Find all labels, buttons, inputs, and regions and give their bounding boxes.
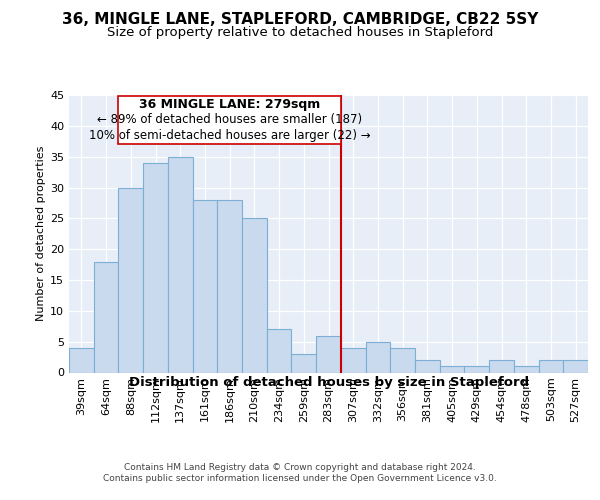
Bar — [440, 366, 464, 372]
Bar — [539, 360, 563, 372]
Text: Size of property relative to detached houses in Stapleford: Size of property relative to detached ho… — [107, 26, 493, 39]
Bar — [489, 360, 514, 372]
Bar — [193, 200, 217, 372]
Bar — [365, 342, 390, 372]
Bar — [415, 360, 440, 372]
Bar — [168, 156, 193, 372]
Bar — [563, 360, 588, 372]
Bar — [267, 330, 292, 372]
Bar — [464, 366, 489, 372]
Bar — [69, 348, 94, 372]
Bar — [514, 366, 539, 372]
Text: ← 89% of detached houses are smaller (187): ← 89% of detached houses are smaller (18… — [97, 112, 362, 126]
Text: Contains HM Land Registry data © Crown copyright and database right 2024.: Contains HM Land Registry data © Crown c… — [124, 462, 476, 471]
Bar — [118, 188, 143, 372]
Text: 10% of semi-detached houses are larger (22) →: 10% of semi-detached houses are larger (… — [89, 130, 370, 142]
Bar — [341, 348, 365, 372]
Text: 36, MINGLE LANE, STAPLEFORD, CAMBRIDGE, CB22 5SY: 36, MINGLE LANE, STAPLEFORD, CAMBRIDGE, … — [62, 12, 538, 28]
Text: Contains public sector information licensed under the Open Government Licence v3: Contains public sector information licen… — [103, 474, 497, 483]
Bar — [143, 163, 168, 372]
Text: Distribution of detached houses by size in Stapleford: Distribution of detached houses by size … — [129, 376, 529, 389]
Bar — [94, 262, 118, 372]
Bar — [242, 218, 267, 372]
Y-axis label: Number of detached properties: Number of detached properties — [36, 146, 46, 322]
Bar — [316, 336, 341, 372]
Bar — [217, 200, 242, 372]
Bar — [390, 348, 415, 372]
Bar — [118, 96, 341, 144]
Bar — [292, 354, 316, 372]
Text: 36 MINGLE LANE: 279sqm: 36 MINGLE LANE: 279sqm — [139, 98, 320, 111]
